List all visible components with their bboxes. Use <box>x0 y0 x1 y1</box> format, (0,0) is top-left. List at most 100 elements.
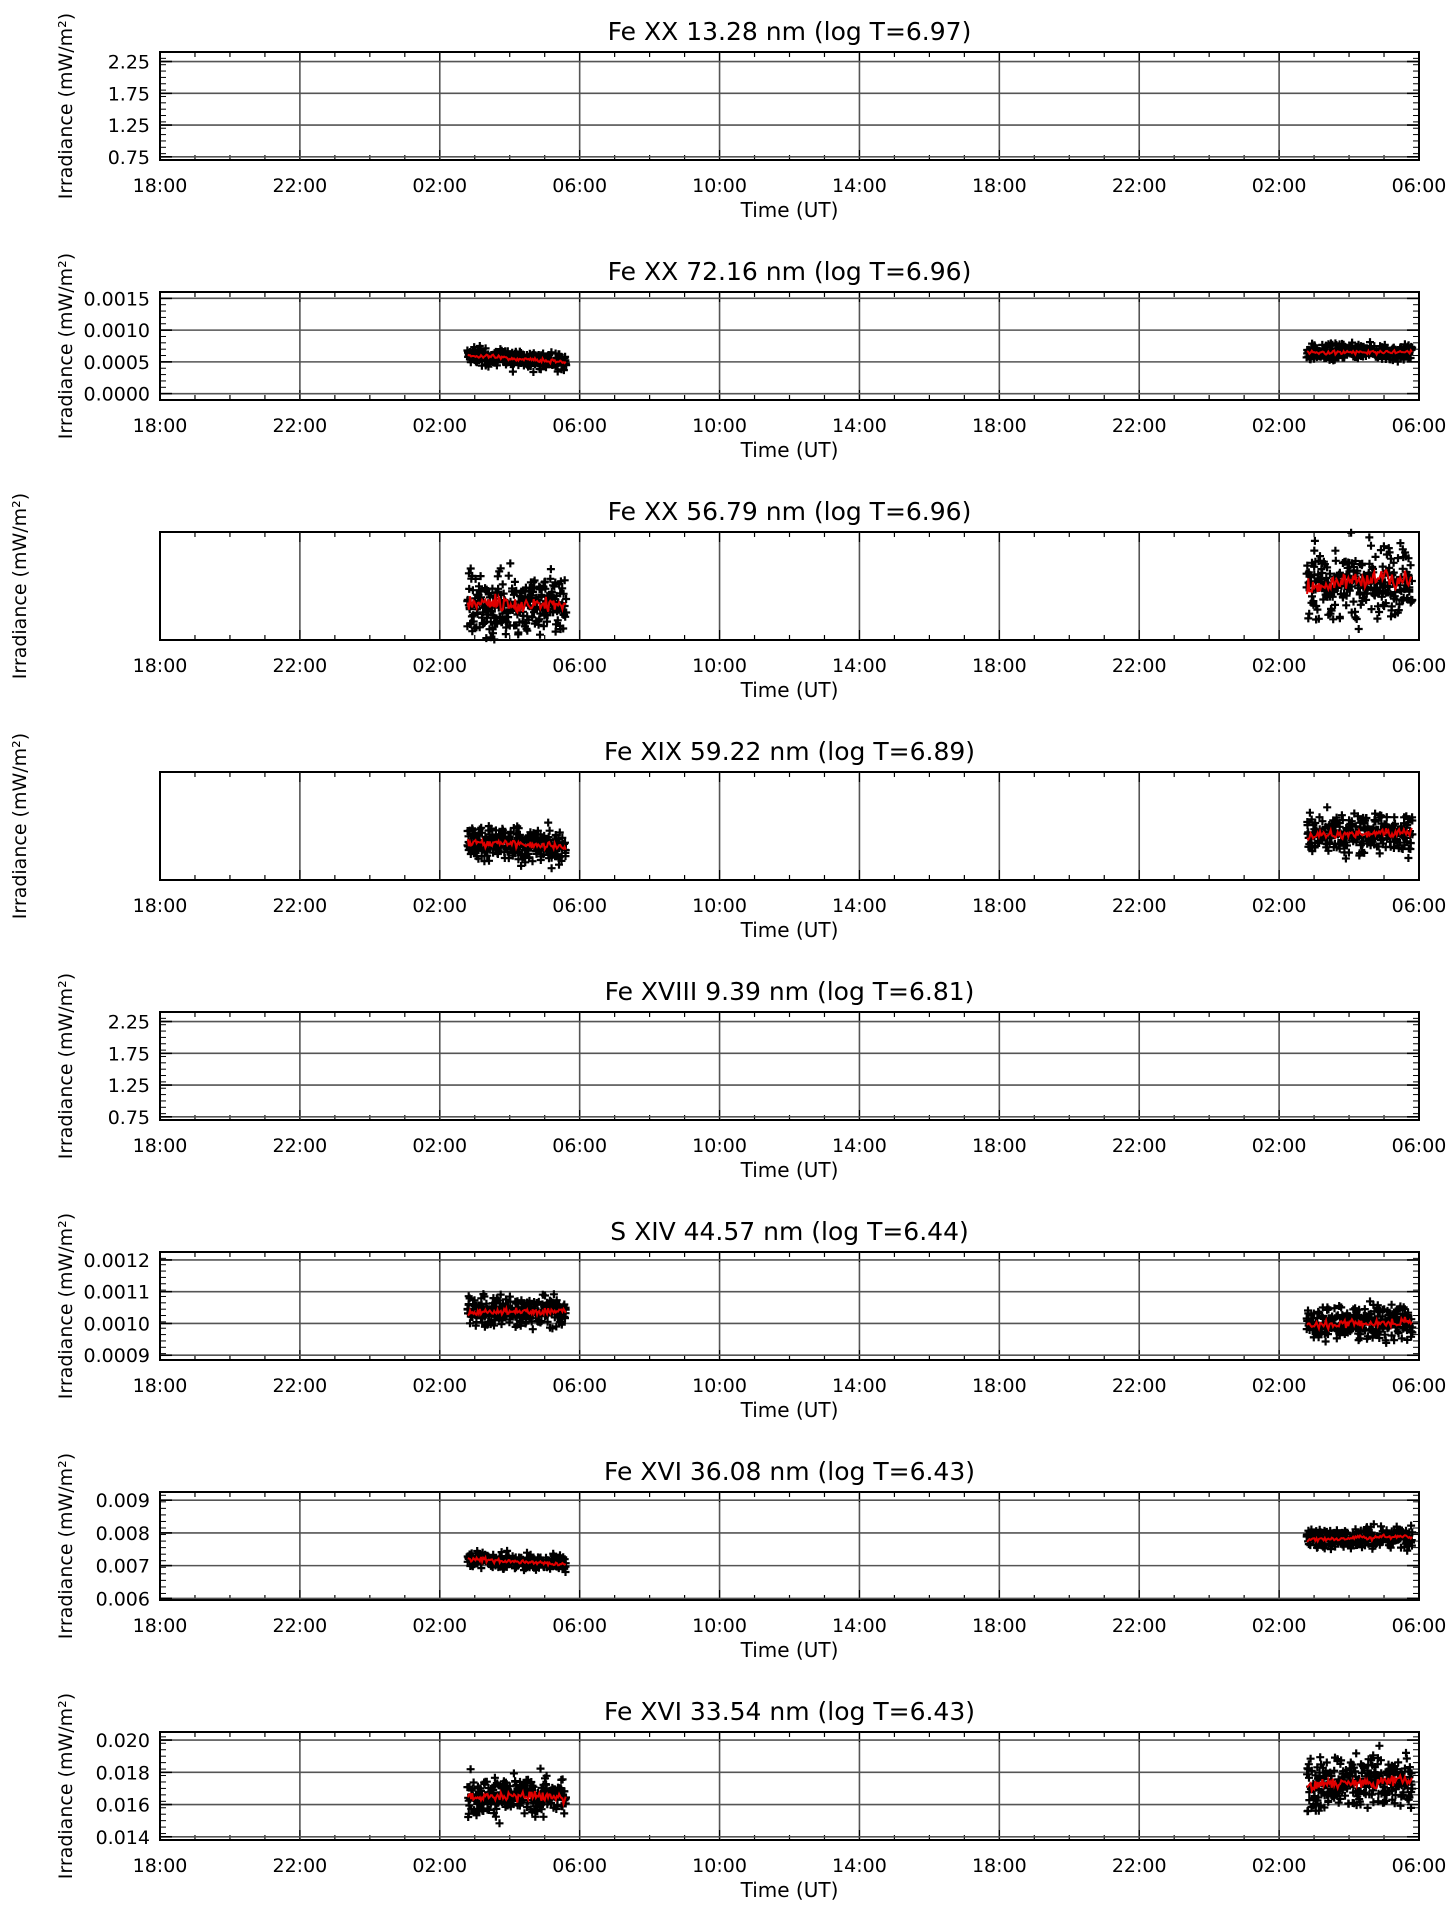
x-tick-label: 18:00 <box>133 1855 188 1877</box>
x-tick-label: 14:00 <box>832 895 887 917</box>
chart-title: Fe XVI 36.08 nm (log T=6.43) <box>604 1457 975 1486</box>
y-tick-label: 0.014 <box>96 1827 150 1849</box>
data-series <box>1302 338 1417 366</box>
x-tick-label: 10:00 <box>692 1375 747 1397</box>
smoothed-line <box>467 1304 567 1319</box>
x-tick-label: 06:00 <box>552 1615 607 1637</box>
y-tick-label: 0.75 <box>108 1107 150 1129</box>
y-axis-label: Irradiance (mW/m²) <box>9 733 31 919</box>
y-axis-label: Irradiance (mW/m²) <box>55 253 77 439</box>
x-tick-label: 02:00 <box>412 415 467 437</box>
data-series <box>463 1290 570 1334</box>
y-tick-label: 0.0010 <box>84 1313 150 1335</box>
smoothed-line <box>467 353 567 366</box>
smoothed-line <box>467 1554 567 1568</box>
y-tick-label: 1.75 <box>108 1043 150 1065</box>
y-tick-label: 0.009 <box>96 1490 150 1512</box>
x-tick-label: 06:00 <box>552 1135 607 1157</box>
y-axis-label: Irradiance (mW/m²) <box>55 1693 77 1879</box>
plot-frame <box>159 1731 1420 1841</box>
y-axis-label: Irradiance (mW/m²) <box>55 1453 77 1639</box>
x-tick-label: 10:00 <box>692 655 747 677</box>
chart-title: S XIV 44.57 nm (log T=6.44) <box>610 1217 968 1246</box>
x-tick-label: 22:00 <box>1112 415 1167 437</box>
x-tick-label: 18:00 <box>133 175 188 197</box>
x-tick-label: 18:00 <box>133 895 188 917</box>
data-series <box>463 1764 570 1828</box>
x-axis-label: Time (UT) <box>740 918 839 942</box>
y-axis-label: Irradiance (mW/m²) <box>55 1213 77 1399</box>
x-tick-label: 22:00 <box>273 1135 328 1157</box>
x-tick-label: 18:00 <box>133 655 188 677</box>
x-tick-label: 06:00 <box>1392 175 1447 197</box>
y-tick-label: 0.0011 <box>84 1282 150 1304</box>
chart-panel: Fe XX 56.79 nm (log T=6.96) 18:00 22:00 02:… <box>9 493 1446 702</box>
x-axis-label: Time (UT) <box>740 1638 839 1662</box>
x-tick-label: 22:00 <box>273 895 328 917</box>
x-tick-label: 06:00 <box>552 175 607 197</box>
x-tick-label: 18:00 <box>133 1135 188 1157</box>
x-tick-label: 22:00 <box>1112 655 1167 677</box>
x-tick-label: 02:00 <box>412 1375 467 1397</box>
x-tick-label: 06:00 <box>552 415 607 437</box>
x-tick-label: 18:00 <box>133 415 188 437</box>
chart-panel: Fe XVI 36.08 nm (log T=6.43) 18:00 22:00 02… <box>55 1453 1446 1662</box>
plot-frame <box>159 531 1420 641</box>
smoothed-line <box>1306 826 1413 842</box>
smoothed-line <box>1306 1315 1413 1333</box>
x-tick-label: 18:00 <box>133 1375 188 1397</box>
x-tick-label: 06:00 <box>1392 895 1447 917</box>
smoothed-line <box>1306 348 1413 357</box>
x-axis-label: Time (UT) <box>740 438 839 462</box>
x-tick-label: 02:00 <box>1252 175 1307 197</box>
x-tick-label: 22:00 <box>1112 895 1167 917</box>
smoothed-line <box>466 837 567 853</box>
y-tick-label: 0.016 <box>96 1795 150 1817</box>
x-tick-label: 10:00 <box>692 1615 747 1637</box>
y-axis-label: Irradiance (mW/m²) <box>55 13 77 199</box>
x-tick-label: 06:00 <box>552 895 607 917</box>
x-tick-label: 18:00 <box>972 1615 1027 1637</box>
data-series <box>1303 803 1417 863</box>
x-tick-label: 22:00 <box>1112 1855 1167 1877</box>
x-tick-label: 14:00 <box>832 1615 887 1637</box>
chart-title: Fe XVI 33.54 nm (log T=6.43) <box>604 1697 975 1726</box>
y-tick-label: 0.0009 <box>84 1345 150 1367</box>
plot-frame <box>159 1491 1420 1601</box>
x-tick-label: 02:00 <box>1252 1375 1307 1397</box>
y-tick-label: 0.0015 <box>84 288 150 310</box>
x-tick-label: 06:00 <box>1392 1855 1447 1877</box>
x-tick-label: 10:00 <box>692 895 747 917</box>
x-tick-label: 22:00 <box>273 415 328 437</box>
x-tick-label: 02:00 <box>412 1855 467 1877</box>
data-points <box>1303 1741 1417 1816</box>
chart-panel: Fe XVIII 9.39 nm (log T=6.81) 18:00 22:00 0… <box>55 973 1446 1182</box>
x-axis-label: Time (UT) <box>740 1398 839 1422</box>
y-tick-label: 0.0010 <box>84 320 150 342</box>
data-series <box>463 559 571 644</box>
data-points <box>463 559 571 644</box>
data-series <box>1302 528 1417 633</box>
smoothed-line <box>1306 1773 1413 1795</box>
x-tick-label: 10:00 <box>692 415 747 437</box>
x-tick-label: 18:00 <box>972 415 1027 437</box>
x-tick-label: 22:00 <box>1112 1135 1167 1157</box>
x-tick-label: 22:00 <box>273 655 328 677</box>
chart-title: Fe XX 56.79 nm (log T=6.96) <box>608 497 972 526</box>
x-tick-label: 22:00 <box>273 1855 328 1877</box>
x-tick-label: 02:00 <box>412 1615 467 1637</box>
x-tick-label: 06:00 <box>552 1375 607 1397</box>
y-tick-label: 1.25 <box>108 1075 150 1097</box>
y-tick-label: 0.008 <box>96 1523 150 1545</box>
smoothed-line <box>1306 568 1413 595</box>
x-tick-label: 18:00 <box>972 895 1027 917</box>
smoothed-line <box>1306 1533 1413 1544</box>
plot-frame <box>159 1251 1420 1361</box>
x-tick-label: 18:00 <box>133 1615 188 1637</box>
plot-frame <box>159 1011 1420 1121</box>
chart-title: Fe XX 72.16 nm (log T=6.96) <box>608 257 972 286</box>
x-tick-label: 02:00 <box>412 655 467 677</box>
chart-panel: Fe XIX 59.22 nm (log T=6.89) 18:00 22:00 02… <box>9 733 1447 942</box>
y-tick-label: 1.25 <box>108 115 150 137</box>
x-tick-label: 18:00 <box>972 1855 1027 1877</box>
